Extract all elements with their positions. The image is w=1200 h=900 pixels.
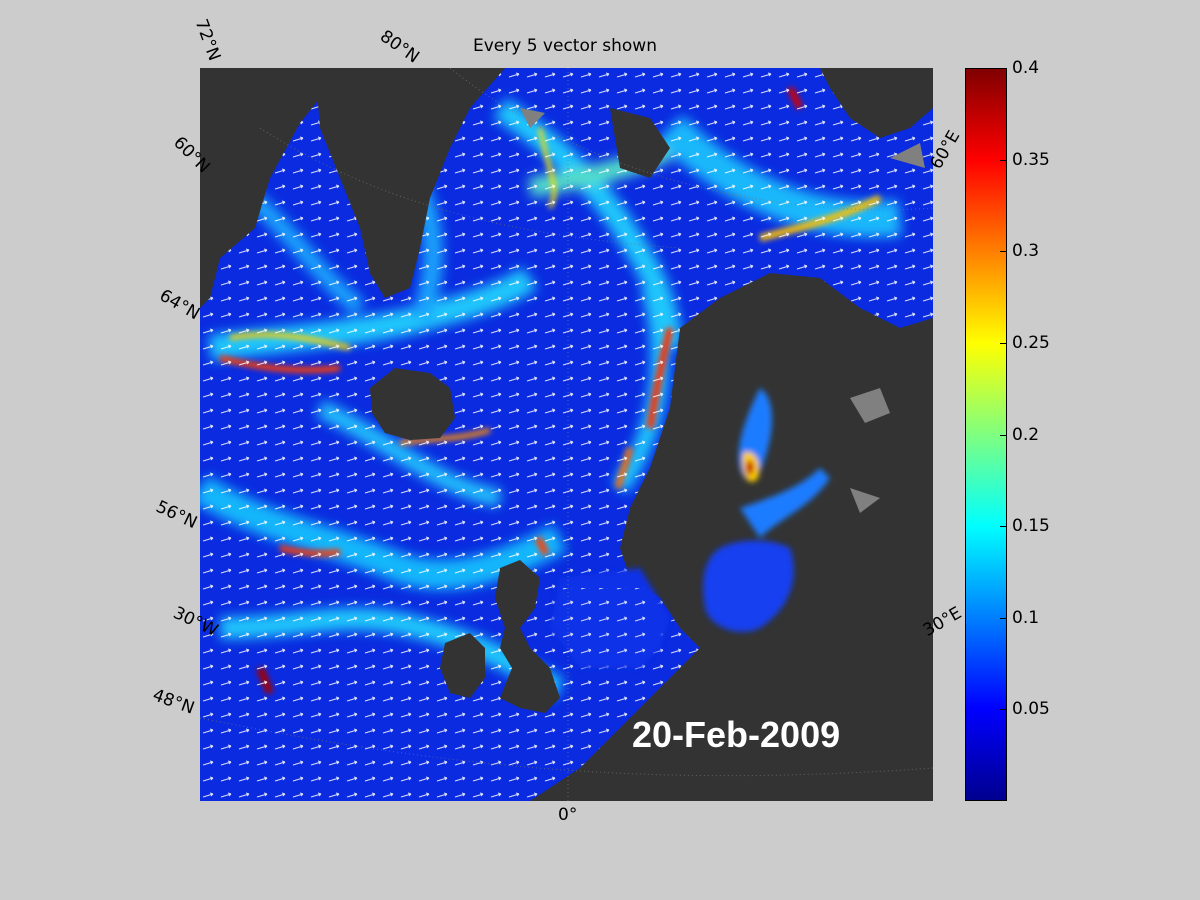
land-greenland: [200, 68, 340, 308]
colorbar-tick-label: 0.2: [1012, 424, 1040, 445]
lat-label-56n: 56°N: [152, 496, 201, 534]
sea-ice: [520, 108, 925, 513]
land-iceland: [370, 368, 455, 440]
colorbar-tick-mark: [1000, 709, 1007, 711]
colorbar-tick-mark: [1000, 526, 1007, 528]
colorbar-tick-label: 0.15: [1012, 516, 1050, 537]
lon-label-0: 0°: [558, 805, 578, 825]
colorbar-tick-mark: [1000, 617, 1007, 619]
colorbar-tick-label: 0.3: [1012, 241, 1040, 262]
colorbar-tick-label: 0.1: [1012, 607, 1040, 628]
lat-label-64n: 64°N: [155, 285, 203, 325]
land-great-britain: [495, 560, 560, 713]
colorbar-tick-label: 0.05: [1012, 699, 1050, 720]
colorbar-tick-label: 0.25: [1012, 332, 1050, 353]
colorbar-tick-label: 0.4: [1012, 58, 1040, 78]
colorbar-tick-label: 0.35: [1012, 149, 1050, 170]
land-arctic-east: [820, 68, 933, 138]
date-stamp: 20-Feb-2009: [632, 714, 841, 755]
land-ireland: [440, 633, 485, 698]
colorbar-tick-mark: [1000, 251, 1007, 253]
land-continental-europe: [530, 648, 760, 801]
colorbar-tick-mark: [1000, 434, 1007, 436]
lat-label-80n: 80°N: [376, 26, 423, 68]
lat-label-48n: 48°N: [149, 685, 197, 719]
baltic-sea: [703, 388, 830, 632]
land-arctic: [315, 68, 505, 298]
graticule: [200, 68, 933, 801]
colorbar-tick-mark: [1000, 68, 1007, 69]
colorbar-tick-mark: [1000, 342, 1007, 344]
map-panel[interactable]: [200, 68, 933, 801]
colorbar-tick-mark: [1000, 159, 1007, 161]
plot-title: Every 5 vector shown: [473, 36, 657, 56]
